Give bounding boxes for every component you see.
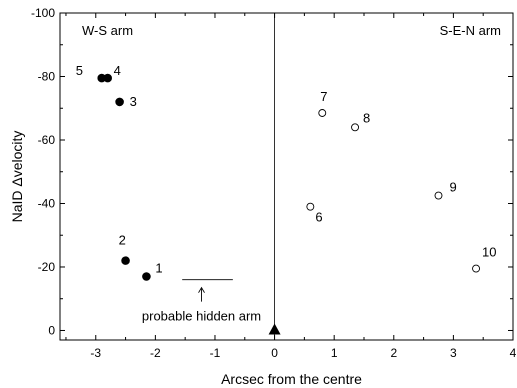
- x-tick-label: -1: [210, 346, 221, 360]
- y-tick-label: -100: [31, 6, 55, 20]
- point-number-label: 3: [130, 94, 137, 109]
- data-point-open: [306, 202, 315, 211]
- data-point-open: [351, 123, 359, 132]
- data-point-filled: [121, 256, 130, 265]
- y-tick-label: -40: [38, 196, 56, 210]
- x-axis-label: Arcsec from the centre: [221, 371, 362, 387]
- plot-frame-group: [59, 12, 514, 341]
- x-tick-label: -3: [90, 346, 101, 360]
- point-number-label: 1: [155, 261, 162, 276]
- point-number-label: 2: [119, 233, 126, 248]
- point-number-label: 9: [449, 180, 456, 195]
- y-tick-label: -60: [38, 133, 56, 147]
- data-point-filled: [97, 73, 107, 83]
- y-tick-label: 0: [48, 323, 55, 337]
- point-number-label: 10: [482, 245, 496, 260]
- arm-label: W-S arm: [82, 23, 133, 38]
- hidden-arm-label: probable hidden arm: [142, 309, 261, 324]
- arm-label: S-E-N arm: [440, 23, 501, 38]
- data-point-open: [434, 191, 443, 200]
- annotation-group: [182, 279, 233, 302]
- point-number-label: 6: [315, 210, 322, 225]
- x-tick-label: 4: [510, 346, 517, 360]
- x-tick-label: 0: [271, 346, 278, 360]
- point-number-label: 4: [114, 63, 121, 78]
- x-tick-label: 3: [450, 346, 457, 360]
- data-point-open: [318, 109, 327, 117]
- y-tick-label: -80: [38, 69, 56, 83]
- data-points-group: [97, 73, 480, 335]
- x-tick-label: 1: [331, 346, 338, 360]
- x-tick-label: -2: [150, 346, 161, 360]
- tick-group: -3 -2 -1 0 1 2 3 4 0 -20 -40 -60 -80 -100: [31, 6, 517, 360]
- x-tick-label: 2: [390, 346, 397, 360]
- data-point-filled: [142, 272, 151, 281]
- data-point-filled: [115, 97, 124, 107]
- data-point-open: [472, 264, 480, 273]
- hidden-arm-arrow-head: [198, 286, 205, 293]
- centre-triangle-marker: [268, 323, 281, 335]
- point-number-label: 8: [363, 110, 370, 125]
- text-labels-group: Arcsec from the centre NaID Δvelocity W-S …: [9, 23, 501, 387]
- point-number-label: 5: [76, 63, 83, 78]
- y-axis-label: NaID Δvelocity: [9, 131, 25, 223]
- y-tick-label: -20: [38, 260, 56, 274]
- point-number-label: 7: [320, 89, 327, 104]
- plot-frame: [59, 12, 514, 341]
